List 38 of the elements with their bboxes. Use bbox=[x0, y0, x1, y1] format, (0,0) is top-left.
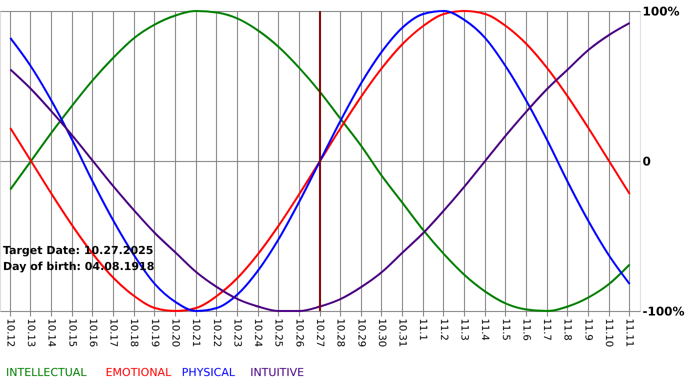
x-tick-label: 11.7 bbox=[541, 318, 552, 341]
x-tick-label: 10.16 bbox=[86, 318, 98, 348]
x-tick-label: 10.19 bbox=[148, 318, 160, 348]
text: INTUITIVE bbox=[250, 366, 304, 379]
x-tick-label: 11.9 bbox=[582, 318, 594, 341]
x-tick-label: 10.20 bbox=[169, 318, 180, 348]
text: EMOTIONAL bbox=[106, 366, 172, 379]
x-tick-label: 10.18 bbox=[128, 318, 140, 348]
y-tick-label: 100% bbox=[642, 4, 680, 18]
x-tick-label: 10.13 bbox=[24, 318, 36, 348]
x-tick-label: 10.12 bbox=[4, 318, 16, 348]
x-tick-label: 10.29 bbox=[355, 318, 366, 348]
y-tick-label: 0 bbox=[642, 154, 651, 168]
x-tick-label: 10.24 bbox=[252, 318, 264, 348]
x-tick-label: 10.31 bbox=[396, 318, 408, 348]
x-tick-label: 11.10 bbox=[603, 318, 614, 348]
x-tick-label: 10.30 bbox=[376, 318, 387, 348]
x-tick-label: 11.11 bbox=[624, 318, 635, 348]
y-tick-label: -100% bbox=[642, 304, 685, 318]
x-tick-label: 10.17 bbox=[108, 318, 119, 348]
x-tick-label: 10.14 bbox=[46, 318, 57, 348]
x-tick-label: 11.4 bbox=[479, 318, 490, 341]
text: INTELLECTUAL bbox=[6, 366, 88, 379]
x-tick-label: 10.21 bbox=[190, 318, 202, 348]
x-tick-label: 11.8 bbox=[562, 318, 573, 341]
x-tick-label: 10.25 bbox=[272, 318, 284, 348]
x-tick-label: 11.5 bbox=[500, 318, 511, 341]
x-tick-label: 10.27 bbox=[314, 318, 325, 348]
x-tick-label: 10.22 bbox=[210, 318, 222, 348]
x-tick-label: 10.23 bbox=[231, 318, 242, 348]
x-tick-label: 11.2 bbox=[438, 318, 449, 341]
x-tick-label: 11.1 bbox=[417, 318, 428, 341]
x-tick-label: 10.26 bbox=[293, 318, 304, 348]
x-tick-label: 10.15 bbox=[66, 318, 78, 348]
x-tick-label: 11.6 bbox=[520, 318, 532, 341]
x-tick-label: 11.3 bbox=[458, 318, 470, 341]
x-tick-label: 10.28 bbox=[334, 318, 346, 348]
text: PHYSICAL bbox=[182, 366, 236, 379]
